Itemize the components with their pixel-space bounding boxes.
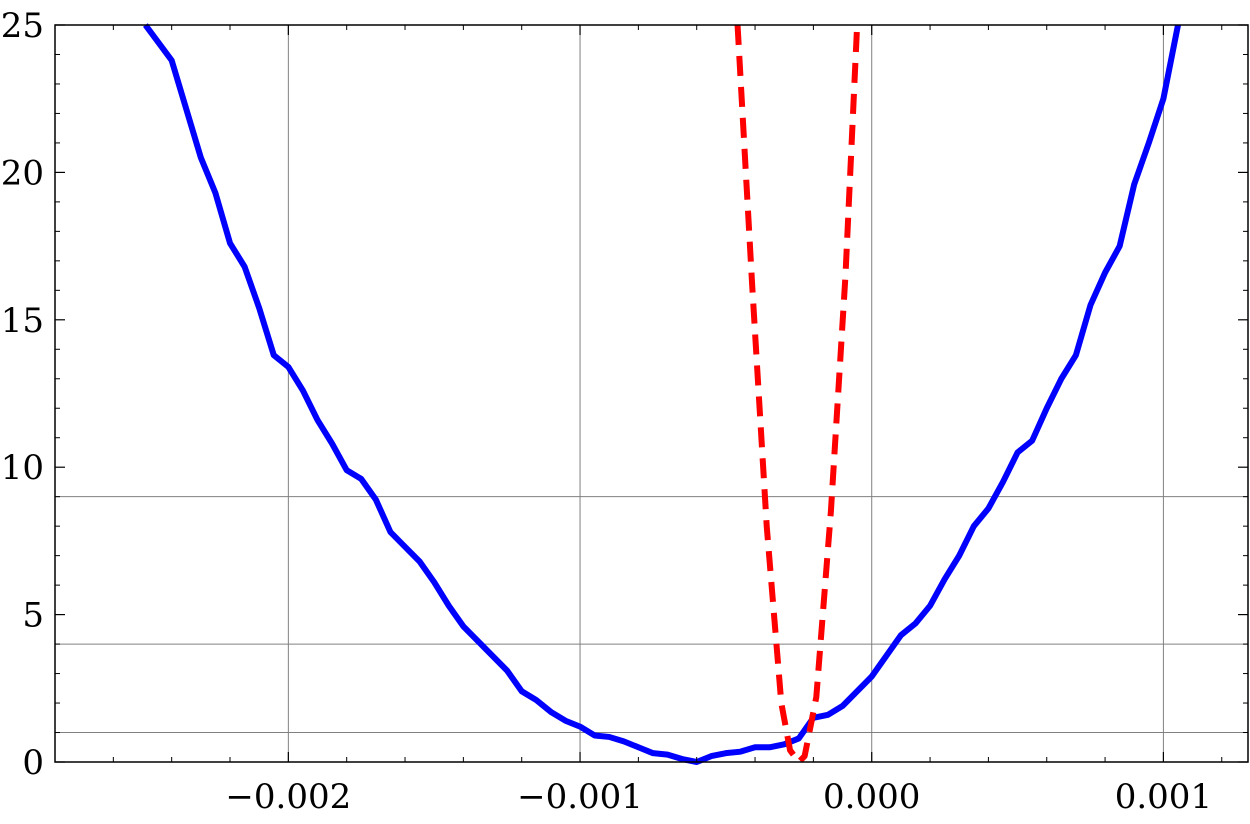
x-tick-label: 0.000 xyxy=(823,777,920,817)
y-tick-label: 20 xyxy=(1,153,44,193)
y-tick-label: 5 xyxy=(22,596,44,636)
y-tick-label: 0 xyxy=(22,743,44,783)
plot-border xyxy=(54,24,1249,763)
y-tick-label: 25 xyxy=(1,6,44,46)
y-tick-label: 15 xyxy=(1,301,44,341)
tick-labels: −0.002 −0.001 0.000 0.001 0 5 10 15 20 25 xyxy=(1,6,1212,817)
y-tick-label: 10 xyxy=(1,448,44,488)
tick-marks xyxy=(55,24,1248,763)
plot-frame xyxy=(54,24,1249,763)
series-layer xyxy=(143,23,1181,765)
x-tick-label: −0.002 xyxy=(225,777,351,817)
x-tick-label: −0.001 xyxy=(517,777,643,817)
solid-series-line xyxy=(143,23,1181,765)
gridlines xyxy=(55,25,1248,762)
dashed-series-line xyxy=(734,24,861,765)
x-tick-label: 0.001 xyxy=(1115,777,1212,817)
